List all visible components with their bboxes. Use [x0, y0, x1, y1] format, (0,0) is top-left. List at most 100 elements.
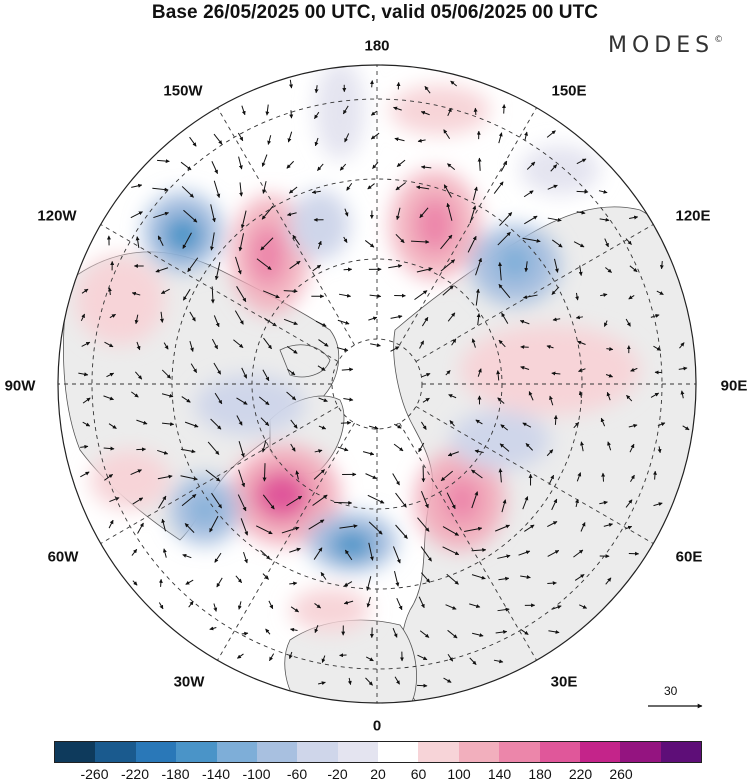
- wind-vector: [524, 524, 535, 532]
- wind-vector: [603, 523, 613, 527]
- wind-vector: [395, 182, 407, 191]
- wind-vector: [347, 677, 352, 685]
- wind-vector: [213, 133, 223, 145]
- wind-vector: [362, 451, 375, 456]
- wind-vector: [185, 579, 194, 585]
- wind-vector: [659, 260, 664, 270]
- meridian-line: [399, 422, 537, 661]
- wind-vector: [524, 215, 538, 225]
- wind-vector: [308, 519, 325, 530]
- wind-vector: [497, 231, 511, 246]
- lon-label-60e: 60E: [675, 548, 703, 566]
- wind-vector: [153, 211, 169, 219]
- wind-vector: [314, 85, 319, 94]
- wind-vector: [260, 550, 271, 560]
- wind-vector: [524, 131, 528, 141]
- wind-vector: [448, 394, 457, 399]
- wind-vector: [552, 317, 561, 322]
- wind-vector: [255, 525, 273, 535]
- lon-label-0: 0: [372, 717, 382, 735]
- wind-vector: [390, 314, 403, 319]
- wind-vector: [238, 469, 246, 488]
- wind-vector: [629, 215, 639, 220]
- anomaly-pos: [254, 470, 310, 520]
- lon-label-150e: 150E: [551, 82, 587, 100]
- wind-vector: [522, 496, 529, 510]
- wind-vector: [209, 232, 215, 251]
- wind-vector: [82, 421, 91, 427]
- wind-vector: [416, 185, 430, 190]
- wind-vector: [106, 372, 115, 378]
- wind-vector: [447, 312, 456, 322]
- wind-vector: [188, 601, 194, 608]
- anomaly-pos: [460, 325, 640, 415]
- wind-vector: [605, 267, 612, 273]
- wind-vector: [80, 444, 89, 449]
- wind-vector: [442, 546, 460, 556]
- wind-vector: [238, 156, 243, 170]
- wind-vector: [388, 264, 403, 269]
- wind-vector: [131, 391, 139, 398]
- wind-vector: [369, 294, 382, 298]
- wind-vector: [467, 235, 477, 253]
- wind-vector: [473, 107, 478, 115]
- wind-vector: [343, 581, 353, 587]
- wind-vector: [317, 240, 322, 249]
- wind-vector: [207, 441, 220, 455]
- wind-vector: [526, 161, 536, 170]
- wind-vector: [137, 522, 144, 534]
- wind-vector: [678, 366, 688, 371]
- wind-vector: [190, 363, 198, 373]
- wind-vector: [290, 627, 298, 632]
- wind-vector: [290, 443, 296, 452]
- colorbar-swatch: [579, 742, 621, 762]
- wind-vector: [395, 492, 407, 508]
- colorbar-tick-label: -180: [161, 766, 190, 782]
- wind-vector: [367, 183, 375, 190]
- wind-vector: [211, 338, 219, 350]
- wind-vector: [281, 526, 300, 534]
- wind-vector: [320, 572, 327, 580]
- anomaly-neg: [330, 530, 374, 560]
- wind-vector: [580, 441, 584, 452]
- wind-vector: [605, 373, 613, 378]
- wind-vector: [365, 656, 374, 662]
- wind-vector: [161, 422, 175, 426]
- wind-vector: [499, 443, 510, 452]
- wind-vector: [575, 292, 580, 301]
- wind-vector: [447, 653, 454, 662]
- wind-vector: [289, 260, 301, 270]
- wind-vector: [447, 451, 459, 457]
- wind-vector: [420, 421, 427, 430]
- wind-vector: [180, 475, 198, 481]
- wind-vector: [365, 677, 373, 686]
- wind-vector: [211, 161, 218, 174]
- colorbar-tick-label: -220: [120, 766, 150, 782]
- wind-vector: [419, 340, 425, 349]
- wind-vector: [523, 190, 534, 198]
- wind-vector: [417, 517, 430, 532]
- wind-vector: [580, 522, 586, 532]
- wind-vector: [334, 500, 353, 505]
- wind-vector: [474, 449, 484, 454]
- wind-vector: [372, 161, 379, 169]
- wind-vector: [233, 339, 244, 349]
- wind-vector: [338, 293, 352, 298]
- wind-vector: [392, 473, 400, 486]
- wind-vector: [340, 420, 352, 425]
- wind-vector: [443, 677, 452, 683]
- wind-vector: [682, 425, 690, 431]
- wind-vector: [135, 236, 140, 248]
- wind-vector: [440, 259, 456, 272]
- wind-vector: [368, 542, 374, 561]
- wind-vector: [131, 183, 143, 188]
- wind-vector: [182, 288, 191, 301]
- wind-vector: [235, 256, 242, 275]
- wind-vector: [132, 580, 138, 586]
- wind-vector: [213, 180, 221, 198]
- wind-vector: [440, 470, 454, 482]
- wind-vector: [628, 294, 635, 300]
- wind-vector: [81, 341, 91, 347]
- wind-vector: [152, 187, 169, 192]
- wind-vector: [369, 80, 374, 88]
